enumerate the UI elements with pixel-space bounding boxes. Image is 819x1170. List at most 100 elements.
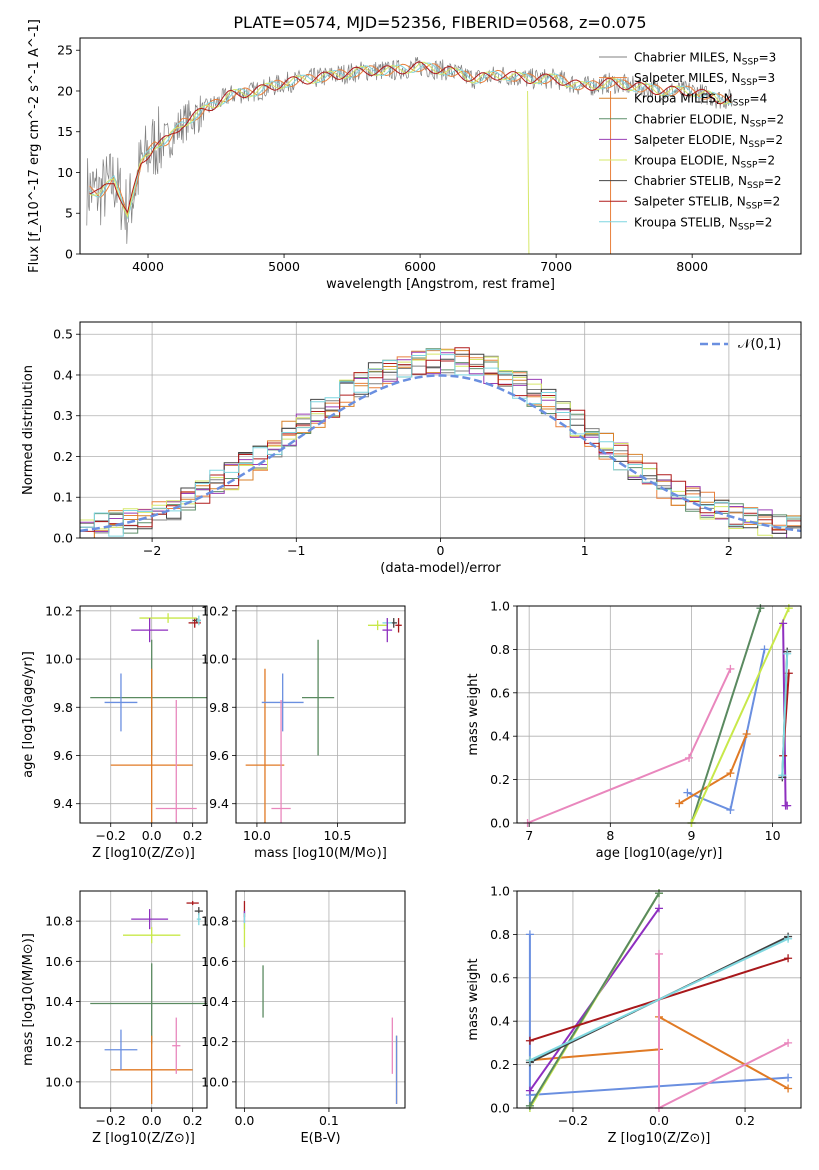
errorbar-point xyxy=(131,909,169,930)
x-tick-label: 7 xyxy=(525,828,533,843)
legend: Chabrier MILES, NSSP=3 Salpeter MILES, NS… xyxy=(599,51,784,232)
series-marker xyxy=(726,805,735,814)
panel-mass_weight_vs_age: 7 8 9 10 0.0 0.2 0.4 0.6 0.8 1.0 age [log10(age/yr… xyxy=(466,599,802,861)
x-tick-label: −0.2 xyxy=(558,1113,588,1128)
y-tick-label: 10.4 xyxy=(45,994,73,1009)
errorbar-point xyxy=(123,927,181,944)
series-marker xyxy=(655,904,663,913)
series-marker xyxy=(756,604,765,613)
x-tick-label: 0.0 xyxy=(235,1113,255,1128)
y-tick-label: 15 xyxy=(57,124,73,139)
y-tick-label: 5 xyxy=(65,206,73,221)
series-marker xyxy=(784,1084,793,1093)
x-axis-label: Z [log10(Z/Z⊙)] xyxy=(608,1131,711,1146)
legend-label: Salpeter ELODIE, NSSP=2 xyxy=(634,133,783,150)
y-tick-label: 10.4 xyxy=(201,994,229,1009)
x-tick-label: 0.2 xyxy=(183,1113,203,1128)
series-marker xyxy=(784,954,793,963)
x-tick-label: 0.0 xyxy=(142,1113,162,1128)
y-tick-label: 9.6 xyxy=(53,748,73,763)
y-tick-label: 10.0 xyxy=(45,652,73,667)
panel-mass_weight_vs_Z: −0.2 0.0 0.2 0.0 0.2 0.4 0.6 0.8 1.0 Z [log10(Z/Z… xyxy=(466,884,802,1146)
series-marker xyxy=(525,1056,534,1065)
y-tick-label: 0.6 xyxy=(490,970,510,985)
series-line-cyan xyxy=(781,653,789,776)
panel-age_vs_mass: 10.0 10.5 9.4 9.6 9.8 10.0 10.2 mass [log10(M/M… xyxy=(201,603,406,861)
y-tick-label: 0.1 xyxy=(53,490,73,505)
histogram-salpeter_stelib xyxy=(80,347,801,532)
model-kroupa_elodie-line xyxy=(89,61,732,219)
x-tick-label: −1 xyxy=(287,543,305,558)
y-axis-label: Normed distribution xyxy=(21,365,36,495)
legend: 𝒩(0,1) xyxy=(700,337,781,352)
axes-frame xyxy=(79,37,802,255)
y-tick-label: 0.8 xyxy=(490,642,510,657)
legend-label: Chabrier STELIB, NSSP=2 xyxy=(634,174,782,191)
series-line-cyan xyxy=(529,937,789,1062)
x-tick-label: 10.5 xyxy=(323,828,351,843)
y-tick-label: 1.0 xyxy=(490,599,510,614)
y-tick-label: 10.2 xyxy=(45,603,73,618)
series-marker xyxy=(675,799,684,808)
y-tick-label: 10.6 xyxy=(45,954,73,969)
y-tick-label: 0.4 xyxy=(53,367,73,382)
axes-frame xyxy=(235,605,406,824)
series-marker xyxy=(525,930,534,939)
series-marker xyxy=(784,1038,793,1047)
x-tick-label: 0 xyxy=(437,543,445,558)
legend-label: Salpeter MILES, NSSP=3 xyxy=(634,71,775,88)
axes-frame xyxy=(235,890,406,1109)
series-line-green xyxy=(690,607,762,824)
x-tick-label: 8000 xyxy=(676,259,708,274)
panel-mass_vs_ebv: 0.0 0.1 10.0 10.2 10.4 10.6 10.8 E(B-V) xyxy=(201,890,406,1146)
series-marker xyxy=(525,1086,534,1095)
x-axis-label: mass [log10(M/M⊙)] xyxy=(254,846,387,861)
y-tick-label: 0.0 xyxy=(53,531,73,546)
y-tick-label: 0 xyxy=(65,247,73,262)
legend-label: Kroupa STELIB, NSSP=2 xyxy=(634,215,772,232)
x-axis-label: Z [log10(Z/Z⊙)] xyxy=(92,1131,195,1146)
x-tick-label: 0.0 xyxy=(649,1113,669,1128)
y-tick-label: 25 xyxy=(57,43,73,58)
axes-frame xyxy=(516,605,802,824)
y-tick-label: 20 xyxy=(57,83,73,98)
axes-frame xyxy=(516,890,802,1109)
y-tick-label: 9.8 xyxy=(53,700,73,715)
y-tick-label: 0.2 xyxy=(490,772,510,787)
y-tick-label: 9.4 xyxy=(209,796,229,811)
series-line-blue xyxy=(687,649,766,812)
y-tick-label: 10.8 xyxy=(201,914,229,929)
x-axis-label: Z [log10(Z/Z⊙)] xyxy=(92,846,195,861)
series-marker xyxy=(778,771,787,780)
x-tick-label: −2 xyxy=(143,543,161,558)
legend-label: Salpeter STELIB, NSSP=2 xyxy=(634,195,780,212)
errorbar-point xyxy=(139,613,197,623)
y-tick-label: 9.4 xyxy=(53,796,73,811)
errorbar-point xyxy=(172,1017,181,1074)
series-marker xyxy=(683,788,692,797)
x-tick-label: 2 xyxy=(725,543,733,558)
legend-label: Kroupa MILES, NSSP=4 xyxy=(634,92,767,109)
series-marker xyxy=(783,801,792,810)
model-salpeter_stelib-line xyxy=(89,61,732,214)
panel-age_vs_Z: −0.2 0.0 0.2 9.4 9.6 9.8 10.0 10.2 Z [log10(Z/Z⊙… xyxy=(21,603,208,861)
errorbar-point xyxy=(367,620,388,631)
y-axis-label: mass weight xyxy=(466,673,481,755)
y-tick-label: 0.8 xyxy=(490,927,510,942)
y-tick-label: 0.2 xyxy=(53,449,73,464)
errorbar-point xyxy=(104,1029,138,1070)
y-tick-label: 0.0 xyxy=(490,1101,510,1116)
errorbar-point xyxy=(301,639,335,756)
y-axis-label: age [log10(age/yr)] xyxy=(21,651,36,778)
model-kroupa-elodie-dropout xyxy=(527,90,530,254)
errorbar-point xyxy=(131,618,169,643)
x-tick-label: 7000 xyxy=(540,259,572,274)
x-tick-label: −0.2 xyxy=(96,1113,126,1128)
y-tick-label: 0.0 xyxy=(490,816,510,831)
x-axis-label: wavelength [Angstrom, rest frame] xyxy=(326,277,555,292)
series-marker xyxy=(742,730,751,739)
series-marker xyxy=(784,1073,793,1082)
y-tick-label: 10.2 xyxy=(201,603,229,618)
errorbar-point xyxy=(196,913,201,926)
